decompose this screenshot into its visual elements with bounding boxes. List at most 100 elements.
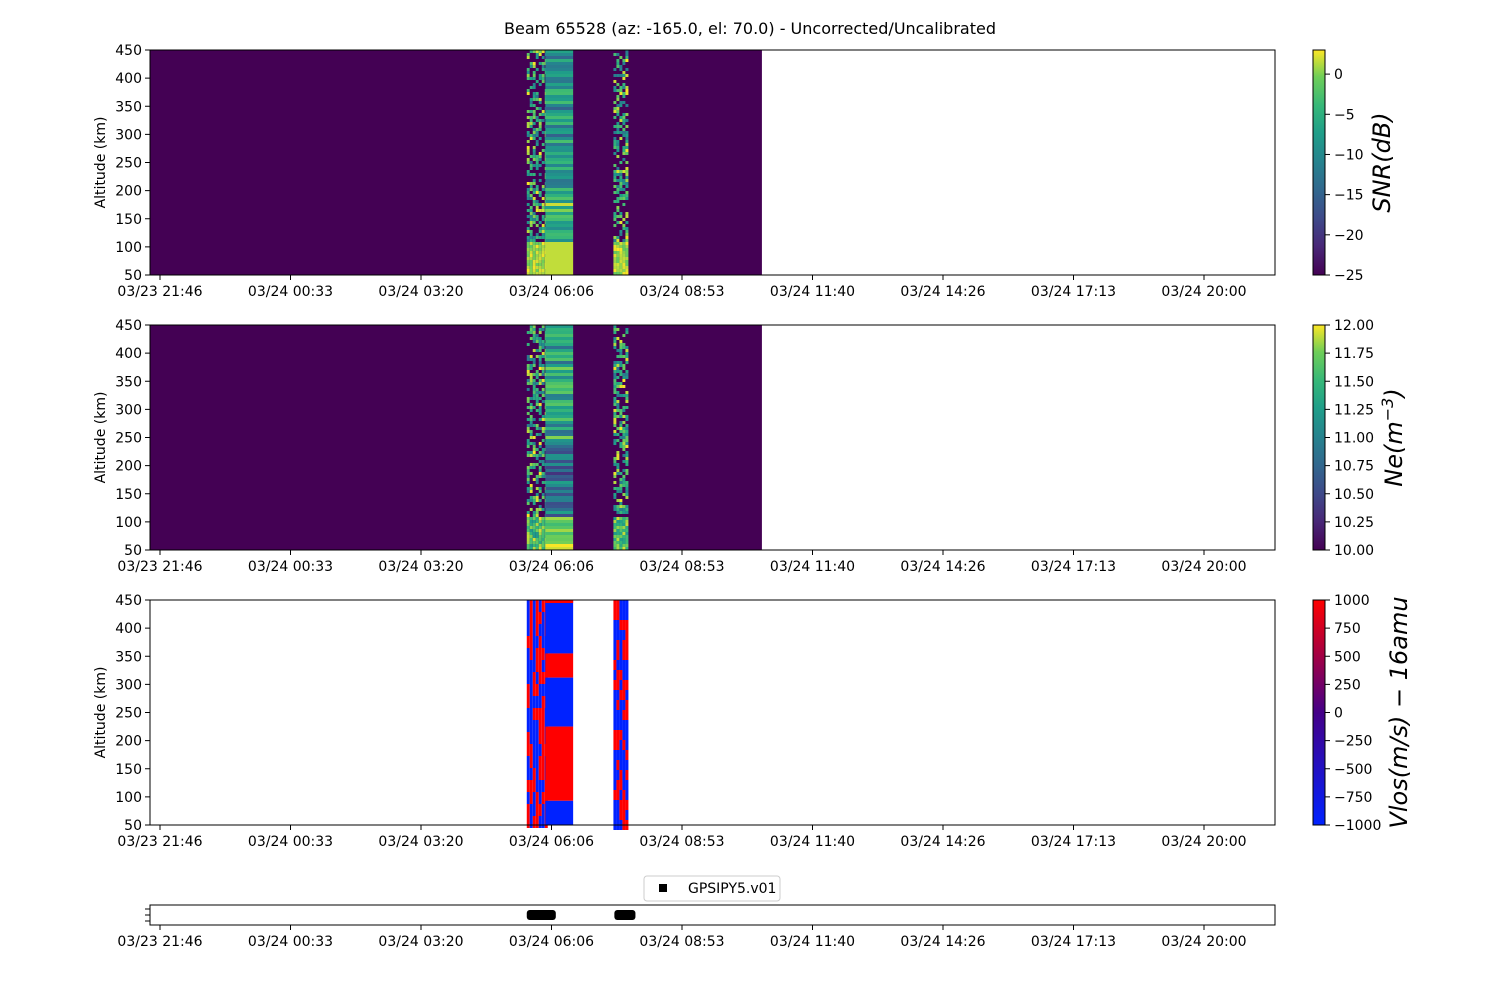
heatmap-cell [526, 475, 530, 478]
heatmap-cell [538, 427, 542, 430]
heatmap-cell [535, 328, 539, 331]
colorbar-tick-label: 11.75 [1334, 346, 1374, 362]
heatmap-cell [625, 80, 629, 83]
heatmap-stripe [545, 260, 574, 263]
heatmap-cell [619, 269, 623, 272]
x-tick-label: 03/24 06:06 [509, 284, 594, 300]
heatmap-cell [535, 346, 539, 349]
heatmap-cell [613, 170, 617, 173]
heatmap-cell [622, 391, 626, 394]
heatmap-cell [625, 149, 629, 152]
heatmap-cell [535, 80, 539, 83]
heatmap-cell [619, 343, 623, 346]
heatmap-cell [526, 167, 530, 170]
heatmap-cell [529, 173, 533, 176]
heatmap-cell [619, 650, 623, 660]
heatmap-cell [613, 508, 617, 511]
heatmap-cell [616, 221, 620, 224]
heatmap-cell [616, 430, 620, 433]
heatmap-cell [613, 164, 617, 167]
heatmap-cell [529, 245, 533, 248]
heatmap-cell [532, 122, 536, 125]
heatmap-cell [541, 245, 545, 248]
heatmap-cell [538, 176, 542, 179]
heatmap-cell [529, 257, 533, 260]
heatmap-cell [532, 780, 536, 792]
heatmap-cell [541, 251, 545, 254]
heatmap-cell [625, 248, 629, 251]
heatmap-cell [541, 696, 545, 708]
heatmap-stripe [545, 421, 574, 424]
heatmap-cell [529, 176, 533, 179]
heatmap-cell [619, 505, 623, 508]
heatmap-cell [619, 164, 623, 167]
heatmap-cell [541, 756, 545, 768]
heatmap-cell [616, 86, 620, 89]
heatmap-cell [613, 173, 617, 176]
heatmap-stripe [545, 346, 574, 349]
heatmap-cell [529, 107, 533, 110]
heatmap-cell [619, 454, 623, 457]
heatmap-cell [538, 116, 542, 119]
heatmap-cell [532, 200, 536, 203]
y-tick-label: 400 [115, 621, 142, 637]
heatmap-cell [616, 427, 620, 430]
heatmap-cell [529, 511, 533, 514]
heatmap-cell [526, 146, 530, 149]
heatmap-cell [619, 80, 623, 83]
heatmap-stripe [545, 370, 574, 373]
y-tick-label: 100 [115, 790, 142, 806]
heatmap-cell [541, 62, 545, 65]
heatmap-cell [616, 466, 620, 469]
heatmap-cell [625, 260, 629, 263]
heatmap-cell [538, 242, 542, 245]
heatmap-cell [526, 544, 530, 547]
heatmap-cell [616, 475, 620, 478]
heatmap-cell [538, 74, 542, 77]
heatmap-cell [535, 53, 539, 56]
heatmap-cell [616, 233, 620, 236]
heatmap-cell [613, 412, 617, 415]
heatmap-cell [532, 496, 536, 499]
heatmap-cell [538, 469, 542, 472]
heatmap-stripe [545, 134, 574, 137]
heatmap-cell [526, 457, 530, 460]
heatmap-cell [625, 800, 629, 810]
heatmap-cell [613, 490, 617, 493]
heatmap-cell [538, 134, 542, 137]
heatmap-cell [535, 257, 539, 260]
heatmap-cell [616, 391, 620, 394]
heatmap-cell [625, 427, 629, 430]
heatmap-cell [613, 113, 617, 116]
heatmap-stripe [545, 146, 574, 149]
heatmap-cell [616, 394, 620, 397]
heatmap-cell [535, 457, 539, 460]
x-tick-label: 03/24 17:13 [1031, 284, 1116, 300]
heatmap-cell [529, 469, 533, 472]
heatmap-cell [532, 149, 536, 152]
heatmap-cell [529, 708, 533, 720]
heatmap-cell [532, 448, 536, 451]
heatmap-cell [625, 68, 629, 71]
heatmap-cell [541, 523, 545, 526]
heatmap-cell [526, 254, 530, 257]
heatmap-cell [616, 227, 620, 230]
heatmap-cell [613, 680, 617, 690]
heatmap-cell [622, 176, 626, 179]
heatmap-cell [532, 251, 536, 254]
heatmap-cell [619, 346, 623, 349]
x-tick-label: 03/24 14:26 [900, 834, 985, 850]
heatmap-stripe [545, 505, 574, 508]
heatmap-cell [529, 137, 533, 140]
heatmap-cell [613, 194, 617, 197]
heatmap-cell [622, 236, 626, 239]
heatmap-cell [541, 409, 545, 412]
heatmap-cell [532, 269, 536, 272]
heatmap-cell [541, 427, 545, 430]
heatmap-cell [529, 56, 533, 59]
heatmap-cell [613, 388, 617, 391]
heatmap-stripe [545, 158, 574, 161]
heatmap-cell [532, 358, 536, 361]
heatmap-cell [541, 349, 545, 352]
